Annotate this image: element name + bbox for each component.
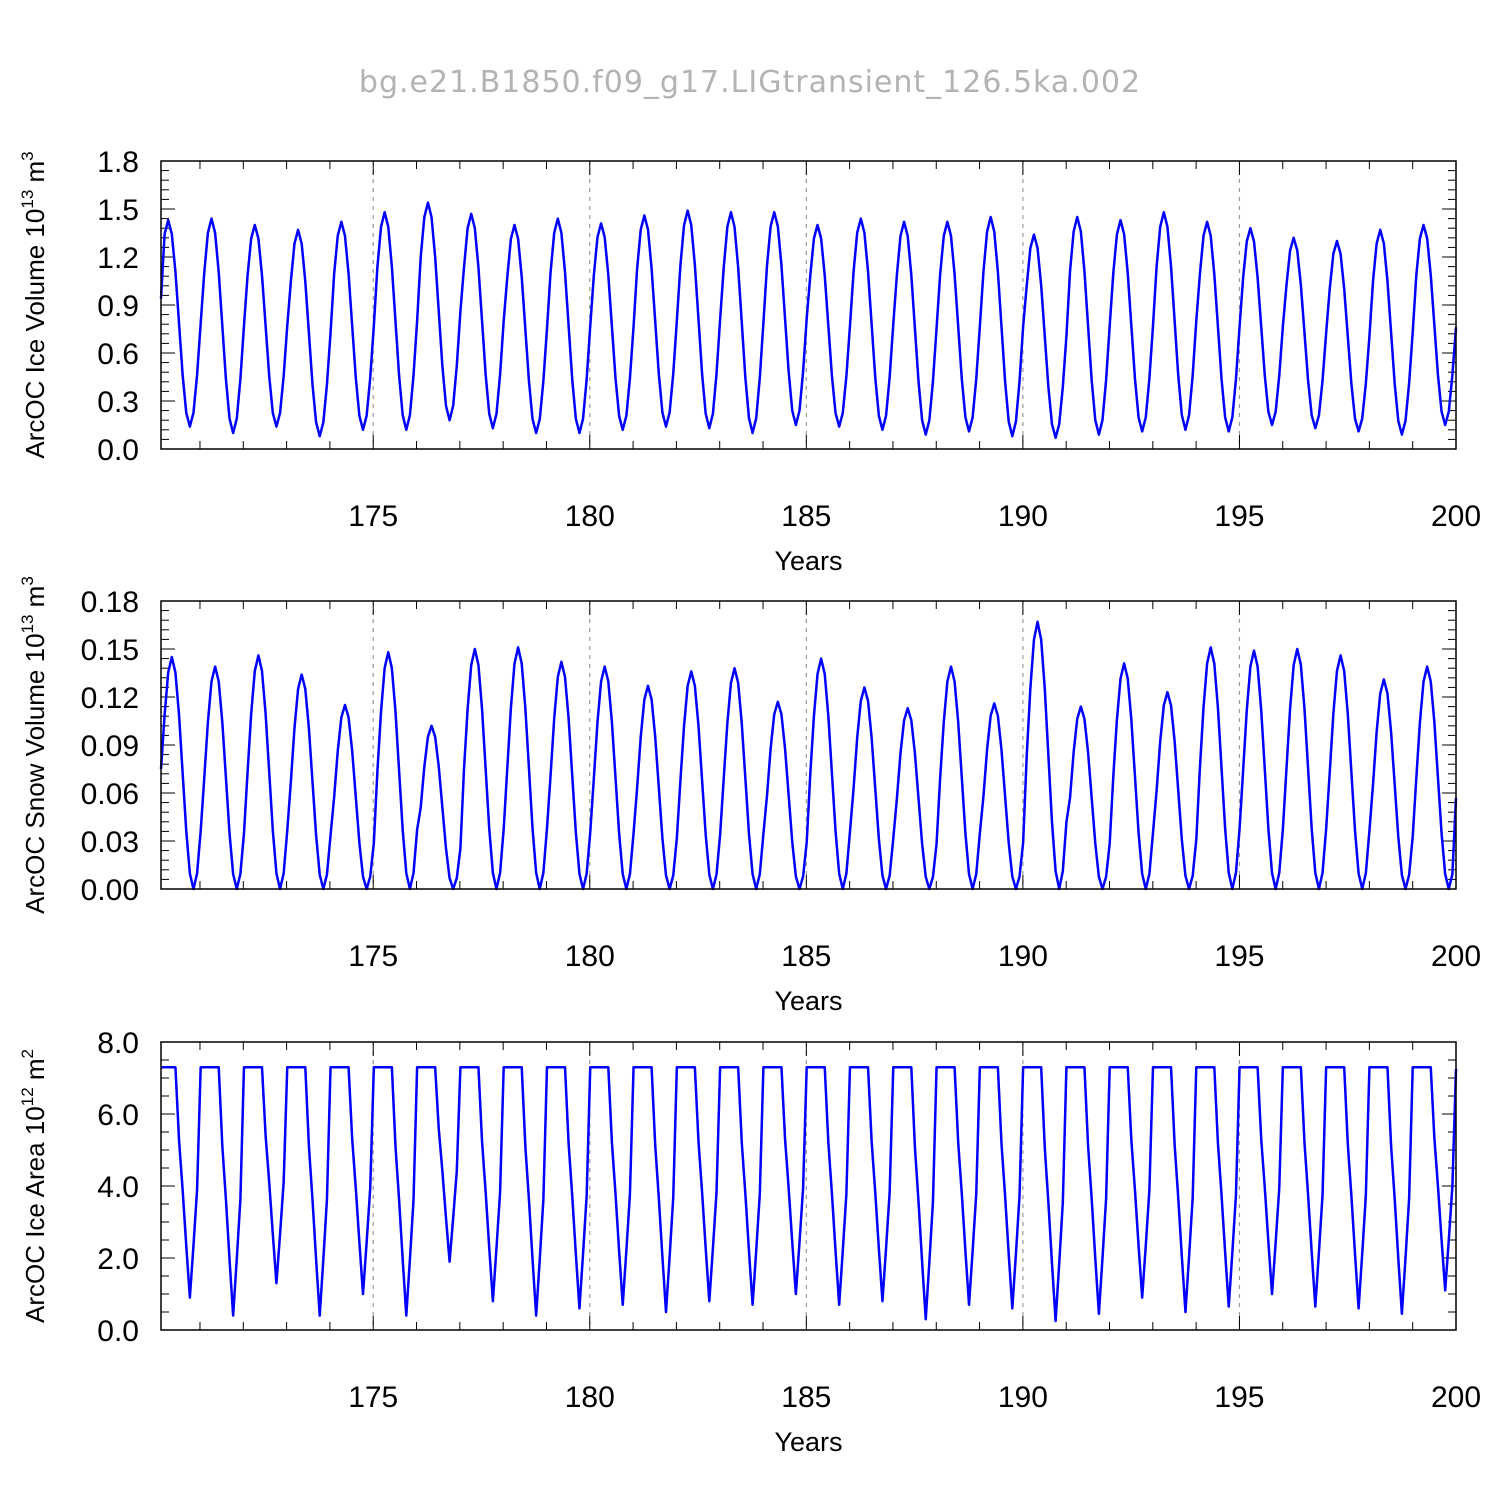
x-tick-label: 185 [781,940,831,973]
y-tick-label: 0.0 [97,1315,139,1348]
x-axis-label: Years [774,986,842,1016]
x-tick-label: 175 [348,1381,398,1414]
y-tick-label: 0.00 [81,874,139,907]
x-tick-label: 180 [565,940,615,973]
y-tick-label: 1.5 [97,194,139,227]
y-tick-label: 0.0 [97,434,139,467]
x-tick-label: 175 [348,500,398,533]
y-tick-label: 0.03 [81,826,139,859]
plot-frame [160,1041,1457,1331]
y-tick-label: 0.18 [81,586,139,619]
x-tick-label: 195 [1214,500,1264,533]
y-tick-label: 0.3 [97,386,139,419]
x-tick-label: 200 [1431,1381,1481,1414]
x-tick-label: 185 [781,500,831,533]
x-tick-label: 190 [998,1381,1048,1414]
series-line [161,1065,1458,1323]
plot-frame [160,160,1457,450]
y-tick-label: 6.0 [97,1099,139,1132]
series-line [159,620,1458,891]
x-tick-label: 175 [348,940,398,973]
y-tick-label: 0.6 [97,338,139,371]
x-tick-label: 190 [998,500,1048,533]
y-tick-label: 1.2 [97,242,139,275]
y-tick-label: 1.8 [97,146,139,179]
y-tick-label: 0.12 [81,682,139,715]
y-tick-label: 4.0 [97,1171,139,1204]
x-tick-label: 200 [1431,500,1481,533]
plot-frame [160,600,1457,890]
panel-snow-volume: 0.00 0.03 0.06 0.09 0.12 0.15 0.18 175 180 185 190… [18,576,1481,1016]
x-tick-label: 185 [781,1381,831,1414]
x-tick-label: 195 [1214,1381,1264,1414]
series-line [159,201,1458,440]
x-tick-label: 200 [1431,940,1481,973]
panel-ice-area: 0.0 2.0 4.0 6.0 8.0 175 180 185 190 195 200 Years Ar… [18,1027,1481,1457]
y-axis-label: ArcOC Ice Volume 1013 m3 [18,151,50,458]
x-tick-label: 195 [1214,940,1264,973]
x-axis-label: Years [774,546,842,576]
panel-ice-volume: 0.0 0.3 0.6 0.9 1.2 1.5 1.8 175 180 185 190 195 200 Y… [18,146,1481,576]
panels: 0.0 0.3 0.6 0.9 1.2 1.5 1.8 175 180 185 190 195 200 Y… [18,146,1481,1457]
y-tick-label: 0.06 [81,778,139,811]
y-tick-label: 0.15 [81,634,139,667]
x-tick-label: 190 [998,940,1048,973]
y-tick-label: 0.9 [97,290,139,323]
x-tick-label: 180 [565,500,615,533]
y-axis-label: ArcOC Ice Area 1012 m2 [18,1049,50,1323]
y-tick-label: 0.09 [81,730,139,763]
y-axis-label: ArcOC Snow Volume 1013 m3 [18,576,50,914]
x-axis-label: Years [774,1427,842,1457]
chart-title: bg.e21.B1850.f09_g17.LIGtransient_126.5k… [359,65,1141,100]
y-tick-label: 8.0 [97,1027,139,1060]
x-tick-label: 180 [565,1381,615,1414]
y-tick-label: 2.0 [97,1243,139,1276]
